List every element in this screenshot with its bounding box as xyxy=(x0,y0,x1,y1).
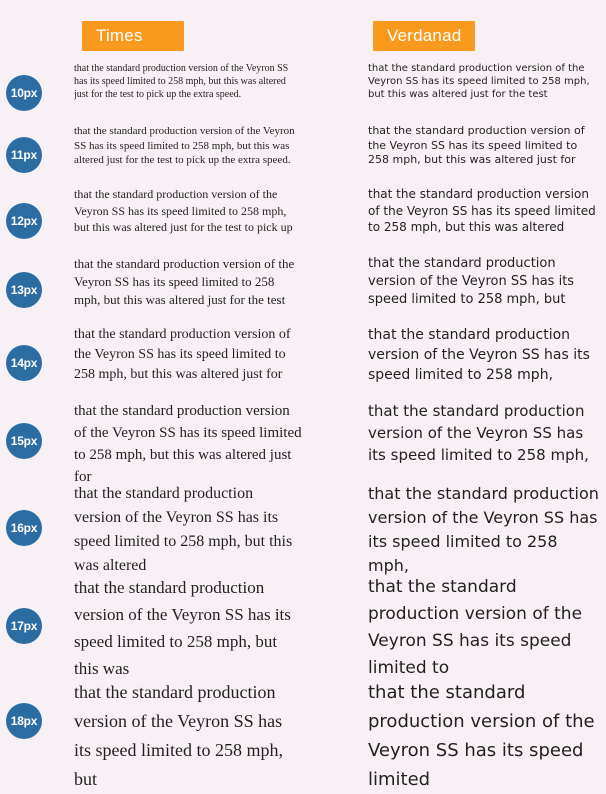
size-chip[interactable]: 18px xyxy=(6,703,42,739)
sample-text-times: that the standard production version of … xyxy=(74,125,295,166)
sample-text-verdanad: that the standard production version of … xyxy=(368,187,596,234)
sample-text-times: that the standard production version of … xyxy=(74,485,293,574)
column-header-row: Times Verdanad xyxy=(0,0,606,62)
font-badge-times[interactable]: Times xyxy=(82,21,184,51)
sample-text-verdanad: that the standard production version of … xyxy=(368,124,585,166)
sample-text-verdanad: that the standard production version of … xyxy=(368,484,599,575)
size-chip[interactable]: 16px xyxy=(6,510,42,546)
size-chip[interactable]: 15px xyxy=(6,423,42,459)
sample-text-times: that the standard production version of … xyxy=(74,63,289,100)
sample-text-verdanad: that the standard production version of … xyxy=(368,327,590,383)
size-chip[interactable]: 11px xyxy=(6,137,42,173)
sample-row: 14px that the standard production version… xyxy=(0,325,606,400)
sample-row: 17px that the standard production version… xyxy=(0,574,606,678)
sample-row: 18px that the standard production version… xyxy=(0,678,606,790)
size-chip[interactable]: 10px xyxy=(6,75,42,111)
sample-text-verdanad: that the standard production version of … xyxy=(368,682,595,790)
sample-row: 11px that the standard production version… xyxy=(0,124,606,186)
sample-row: 16px that the standard production version… xyxy=(0,482,606,575)
size-chip[interactable]: 17px xyxy=(6,608,42,644)
sample-text-times: that the standard production version of … xyxy=(74,403,302,485)
sample-text-verdanad: that the standard production version of … xyxy=(368,577,583,678)
sample-text-verdanad: that the standard production version of … xyxy=(368,256,575,307)
sample-text-times: that the standard production version of … xyxy=(74,578,291,678)
size-chip[interactable]: 14px xyxy=(6,345,42,381)
sample-row: 15px that the standard production version… xyxy=(0,400,606,485)
sample-text-verdanad: that the standard production version of … xyxy=(368,63,590,100)
sample-row: 13px that the standard production version… xyxy=(0,255,606,325)
sample-text-times: that the standard production version of … xyxy=(74,256,295,307)
sample-text-times: that the standard production version of … xyxy=(74,187,293,234)
font-badge-verdanad[interactable]: Verdanad xyxy=(373,21,476,51)
sample-text-times: that the standard production version of … xyxy=(74,327,291,382)
size-chip[interactable]: 12px xyxy=(6,203,42,239)
size-chip[interactable]: 13px xyxy=(6,272,42,308)
sample-text-verdanad: that the standard production version of … xyxy=(368,402,589,464)
sample-row: 12px that the standard production version… xyxy=(0,186,606,255)
sample-row: 10px that the standard production version… xyxy=(0,62,606,124)
sample-text-times: that the standard production version of … xyxy=(74,682,283,789)
